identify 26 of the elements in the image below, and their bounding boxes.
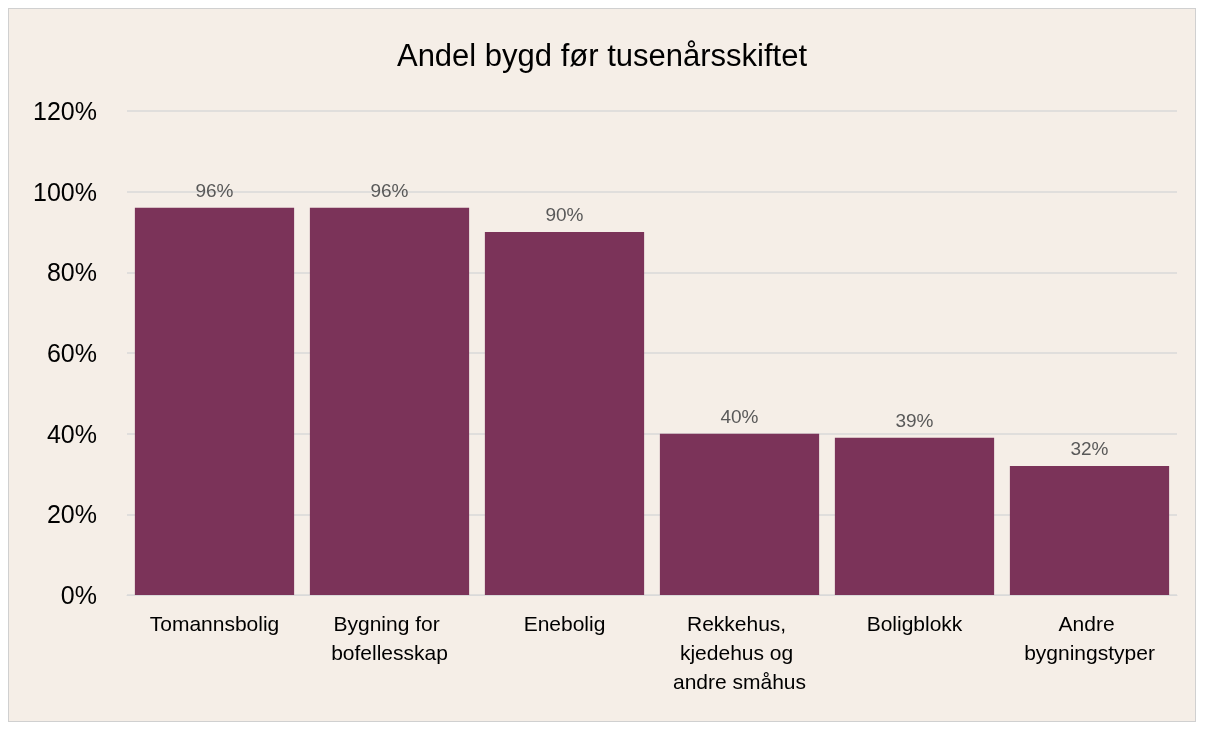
y-tick-label: 20% xyxy=(46,500,97,529)
x-tick-label: Andre bygningstyper xyxy=(1024,612,1155,664)
bar xyxy=(1009,465,1170,595)
bar xyxy=(309,207,470,595)
bar xyxy=(659,433,820,595)
data-label: 32% xyxy=(1070,437,1109,459)
x-tick-label: Enebolig xyxy=(523,612,606,635)
y-tick-label: 60% xyxy=(46,339,97,367)
bar xyxy=(484,232,645,595)
y-tick-label: 120% xyxy=(33,97,97,125)
data-label: 96% xyxy=(195,179,234,201)
x-tick-label: Rekkehus, kjedehus og andre småhus xyxy=(672,612,807,693)
chart-title: Andel bygd før tusenårsskiftet xyxy=(396,38,808,73)
x-tick-label: Tomannsbolig xyxy=(149,612,280,635)
data-label: 40% xyxy=(720,405,759,427)
data-label: 96% xyxy=(370,179,409,201)
x-tick-label: Bygning for bofellesskap xyxy=(331,612,448,664)
y-tick-label: 80% xyxy=(46,258,97,287)
y-tick-label: 0% xyxy=(60,581,97,609)
y-tick-label: 40% xyxy=(46,419,97,448)
data-label: 39% xyxy=(895,409,934,431)
bar xyxy=(134,207,295,595)
x-tick-label: Boligblokk xyxy=(866,612,963,635)
bar xyxy=(834,437,995,595)
data-label: 90% xyxy=(545,204,584,225)
y-tick-label: 100% xyxy=(33,177,97,206)
